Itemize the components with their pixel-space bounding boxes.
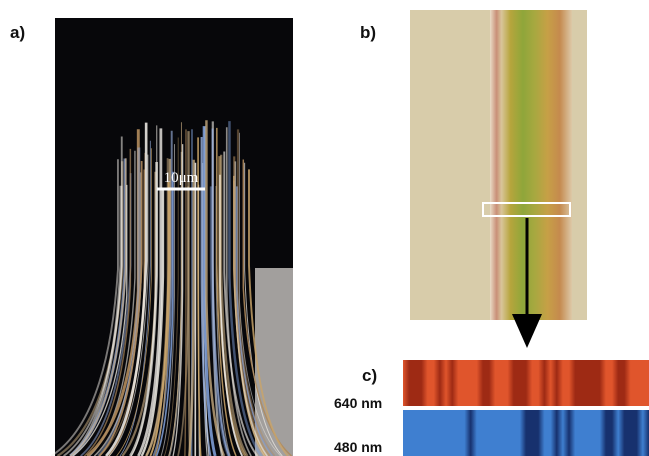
strip-blue [403, 410, 649, 456]
panel-label: a) [10, 23, 25, 42]
strip-red [403, 360, 649, 406]
page: {"panels": [ {"label": "a)", "scale_bar"… [0, 0, 649, 456]
row-label: 480 nm [334, 439, 382, 455]
row-label: 640 nm [334, 395, 382, 411]
background-patch [255, 268, 293, 456]
panel-label: c) [362, 366, 377, 385]
scale-bar-label: 10μm [164, 170, 199, 186]
arrow-head [512, 314, 542, 348]
figure: a) 10μm b) c) 640 nm 480 nm [0, 0, 649, 456]
panel-label: b) [360, 23, 376, 42]
fiber [490, 10, 572, 320]
